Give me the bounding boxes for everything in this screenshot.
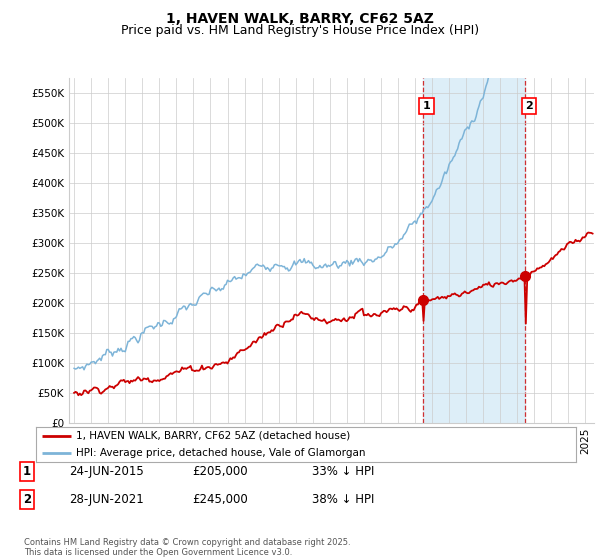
Text: 1: 1 bbox=[23, 465, 31, 478]
Text: 2: 2 bbox=[525, 101, 533, 111]
Text: Price paid vs. HM Land Registry's House Price Index (HPI): Price paid vs. HM Land Registry's House … bbox=[121, 24, 479, 37]
Text: 2: 2 bbox=[23, 493, 31, 506]
Text: 1, HAVEN WALK, BARRY, CF62 5AZ (detached house): 1, HAVEN WALK, BARRY, CF62 5AZ (detached… bbox=[77, 431, 351, 441]
Text: 33% ↓ HPI: 33% ↓ HPI bbox=[312, 465, 374, 478]
Text: HPI: Average price, detached house, Vale of Glamorgan: HPI: Average price, detached house, Vale… bbox=[77, 449, 366, 458]
Bar bbox=[423, 78, 526, 423]
Text: £245,000: £245,000 bbox=[192, 493, 248, 506]
Text: 1: 1 bbox=[422, 101, 430, 111]
Text: £205,000: £205,000 bbox=[192, 465, 248, 478]
Text: 38% ↓ HPI: 38% ↓ HPI bbox=[312, 493, 374, 506]
Text: 1, HAVEN WALK, BARRY, CF62 5AZ: 1, HAVEN WALK, BARRY, CF62 5AZ bbox=[166, 12, 434, 26]
Text: 24-JUN-2015: 24-JUN-2015 bbox=[69, 465, 144, 478]
Text: Contains HM Land Registry data © Crown copyright and database right 2025.
This d: Contains HM Land Registry data © Crown c… bbox=[24, 538, 350, 557]
Text: 28-JUN-2021: 28-JUN-2021 bbox=[69, 493, 144, 506]
